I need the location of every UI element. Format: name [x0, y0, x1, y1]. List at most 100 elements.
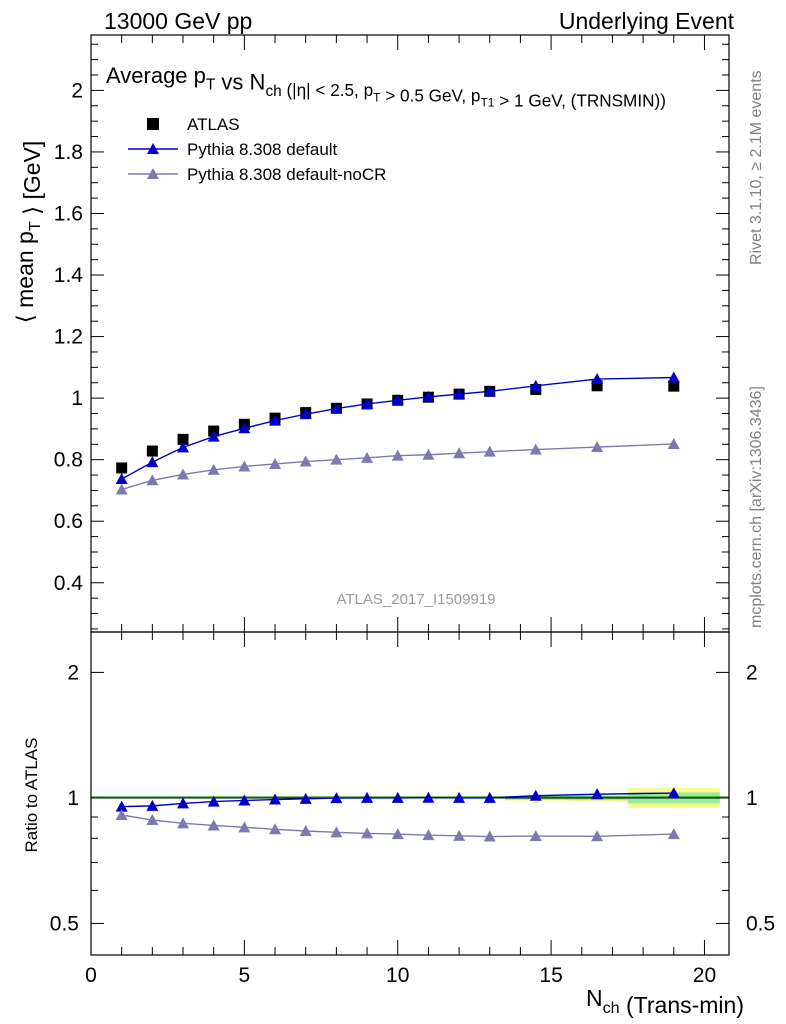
x-tick-label: 0: [85, 964, 97, 987]
data-point-square: [146, 445, 158, 457]
legend-marker-triangle: [147, 168, 159, 179]
data-point-triangle: [591, 441, 604, 453]
data-point-triangle: [361, 397, 374, 409]
y-axis-label-text: ⟩ [GeV]: [19, 141, 45, 222]
y-tick-label: 1: [71, 387, 83, 410]
data-point-triangle: [330, 453, 343, 465]
y-tick-label: 1.6: [54, 202, 83, 225]
y-axis-label-sub: T: [26, 221, 44, 231]
ratio-point-triangle: [361, 791, 374, 803]
data-point-triangle: [238, 422, 251, 434]
data-point-triangle: [299, 408, 312, 420]
y-axis-label-group: ⟨ mean pT ⟩ [GeV]: [12, 141, 45, 324]
main-panel: 0.4 0.6 0.8 1 1.2 1.4 1.6 1.8 2 Average pT vs Nch…: [54, 34, 730, 633]
ratio-point-triangle: [115, 800, 128, 812]
series-line: [121, 443, 674, 491]
data-point-triangle: [361, 451, 374, 463]
chart-title-sub: T: [373, 90, 381, 104]
ratio-point-triangle: [146, 799, 159, 811]
y-tick-label: 1.4: [54, 264, 84, 287]
y-tick-label: 1.2: [54, 326, 83, 349]
x-tick-label: 20: [693, 964, 716, 987]
ratio-point-triangle: [529, 789, 542, 801]
data-point-triangle: [391, 394, 404, 406]
ratio-point-triangle: [269, 823, 282, 835]
data-point-triangle: [207, 463, 220, 475]
data-point-triangle: [529, 379, 542, 391]
ratio-point-triangle: [483, 830, 496, 842]
data-point-triangle: [115, 483, 128, 495]
ratio-y-tick-label: 0.5: [50, 912, 79, 935]
axis-labels: ⟨ mean pT ⟩ [GeV] Ratio to ATLAS Nch (Tran…: [12, 141, 744, 1018]
side-label-rivet: Rivet 3.1.10, ≥ 2.1M events: [748, 70, 765, 265]
y-tick-label: 0.4: [54, 572, 84, 595]
legend-label: Pythia 8.308 default-noCR: [187, 165, 386, 184]
ratio-y-tick-label-right: 1: [746, 787, 758, 810]
ratio-series-line: [121, 814, 674, 838]
series-line: [121, 376, 674, 480]
chart-title-text: Average p: [106, 63, 206, 88]
ratio-point-triangle: [422, 791, 435, 803]
ratio-y-tick-label: 2: [67, 661, 79, 684]
x-tick-label: 15: [539, 964, 562, 987]
ratio-point-triangle: [299, 792, 312, 804]
ratio-panel: 0.5 0.51 12 20 5 10 15 20: [50, 631, 775, 987]
y-axis-label-text: ⟨ mean p: [12, 231, 38, 323]
ratio-point-triangle: [422, 829, 435, 841]
ratio-point-triangle: [177, 797, 190, 809]
x-tick-label: 10: [386, 964, 409, 987]
legend-marker-triangle: [147, 143, 159, 154]
data-point-triangle: [146, 456, 159, 468]
data-point-square: [116, 462, 128, 474]
data-point-triangle: [453, 447, 466, 459]
x-axis-label-sub: ch: [603, 999, 620, 1017]
data-point-triangle: [177, 468, 190, 480]
chart-title: Average pT vs Nch (|η| < 2.5, pT > 0.5 G…: [106, 63, 666, 110]
data-point-triangle: [422, 448, 435, 460]
y-tick-label: 1.8: [54, 141, 83, 164]
x-axis-label-text: (Trans-min): [620, 992, 744, 1018]
data-point-triangle: [483, 445, 496, 457]
ratio-point-triangle: [299, 825, 312, 837]
ratio-point-triangle: [330, 826, 343, 838]
ratio-point-triangle: [238, 794, 251, 806]
ratio-point-triangle: [207, 819, 220, 831]
chart-title-text: > 1 GeV, (TRNSMIN)): [494, 90, 665, 110]
chart-title-sub: T: [206, 77, 216, 94]
data-point-triangle: [238, 460, 251, 472]
chart-title-text: > 0.5 GeV, p: [380, 85, 480, 105]
ratio-y-axis-label: Ratio to ATLAS: [22, 738, 41, 853]
ratio-point-triangle: [391, 828, 404, 840]
x-axis-label-text: N: [586, 985, 603, 1011]
ratio-point-triangle: [667, 828, 680, 840]
y-axis-label: ⟨ mean pT ⟩ [GeV]: [12, 141, 45, 324]
ratio-frame: [90, 631, 730, 956]
data-point-triangle: [177, 441, 190, 453]
ratio-point-triangle: [146, 814, 159, 826]
data-point-square: [177, 433, 189, 445]
ratio-y-tick-label-right: 0.5: [746, 912, 775, 935]
chart-title-text: (|η| < 2.5, p: [282, 80, 373, 100]
header-right: Underlying Event: [559, 8, 735, 34]
data-point-triangle: [483, 385, 496, 397]
ratio-point-triangle: [207, 795, 220, 807]
data-point-triangle: [299, 455, 312, 467]
ratio-point-triangle: [330, 792, 343, 804]
data-point-triangle: [269, 414, 282, 426]
legend: ATLAS Pythia 8.308 default Pythia 8.308 de…: [128, 115, 386, 184]
data-point-triangle: [115, 473, 128, 485]
ratio-point-triangle: [391, 791, 404, 803]
header-left: 13000 GeV pp: [104, 8, 252, 34]
ratio-point-triangle: [529, 830, 542, 842]
ratio-point-triangle: [361, 827, 374, 839]
y-tick-label: 2: [71, 79, 83, 102]
legend-label: ATLAS: [187, 115, 240, 134]
ratio-point-triangle: [238, 821, 251, 833]
ratio-point-triangle: [269, 793, 282, 805]
y-tick-label: 0.8: [54, 449, 83, 472]
data-point-square: [591, 380, 603, 392]
legend-label: Pythia 8.308 default: [187, 140, 338, 159]
y-tick-label: 0.6: [54, 510, 83, 533]
data-point-triangle: [207, 430, 220, 442]
